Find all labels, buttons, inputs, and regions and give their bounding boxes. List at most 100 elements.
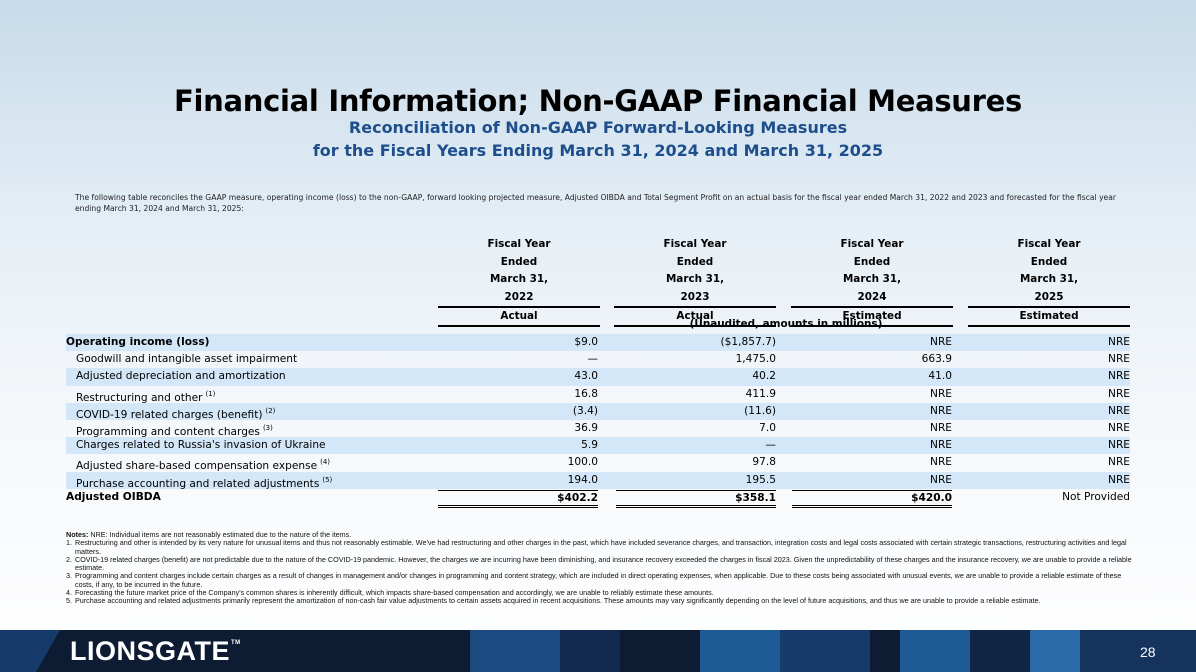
- cell-fy2022: (3.4): [572, 404, 598, 417]
- cell-fy2025: NRE: [1108, 421, 1130, 434]
- notes-text: NRE: Individual items are not reasonably…: [90, 530, 352, 539]
- cell-fy2025: NRE: [1108, 370, 1130, 383]
- unaudited-caption: (Unaudited, amounts in millions): [689, 318, 883, 330]
- reconciliation-table: Operating income (loss) $9.0 ($1,857.7) …: [66, 334, 1130, 508]
- cell-fy2025: NRE: [1108, 456, 1130, 469]
- cell-fy2023: 195.5: [745, 473, 776, 486]
- column-header-line3: March 31,: [489, 273, 549, 285]
- table-row: Adjusted depreciation and amortization 4…: [66, 368, 1130, 386]
- logo-trademark: TM: [231, 640, 241, 646]
- footnote: 3. Programming and content charges includ…: [66, 572, 1136, 589]
- cell-fy2024: 41.0: [928, 370, 952, 383]
- row-label: Goodwill and intangible asset impairment: [76, 353, 298, 366]
- footer-stripe: [700, 630, 780, 672]
- column-header-line3: March 31,: [842, 273, 902, 285]
- footnote-marker: (2): [265, 406, 276, 415]
- table-row: Programming and content charges (3) 36.9 …: [66, 420, 1130, 438]
- column-header-year: 2023: [614, 289, 776, 308]
- cell-fy2024: NRE: [930, 336, 952, 348]
- cell-fy2025: Not Provided: [1062, 490, 1130, 503]
- row-label-wrap: COVID-19 related charges (benefit) (2): [76, 403, 275, 424]
- column-header-basis: Estimated: [968, 308, 1130, 327]
- footer-stripe: [1030, 630, 1080, 672]
- row-label: Adjusted OIBDA: [66, 490, 161, 503]
- column-header-basis: Estimated: [791, 308, 953, 327]
- column-header-basis: Actual: [438, 308, 600, 327]
- column-header-line2: Ended: [676, 255, 714, 268]
- cell-fy2022: —: [587, 353, 598, 366]
- column-header-fy2023: Fiscal Year Ended March 31, 2023 Actual: [614, 236, 776, 327]
- footer-stripe: [1080, 630, 1196, 672]
- column-header-line1: Fiscal Year: [840, 238, 904, 250]
- page-subtitle-line1: Reconciliation of Non-GAAP Forward-Looki…: [348, 118, 848, 137]
- row-label: COVID-19 related charges (benefit): [76, 408, 263, 421]
- cell-fy2023: —: [765, 439, 776, 452]
- column-header-line3: March 31,: [665, 273, 725, 285]
- cell-fy2022: $9.0: [574, 336, 598, 348]
- cell-fy2024: 663.9: [921, 353, 952, 366]
- cell-fy2023: 411.9: [745, 387, 776, 400]
- footnote: 2. COVID-19 related charges (benefit) are…: [66, 554, 1136, 573]
- column-header-fy2022: Fiscal Year Ended March 31, 2022 Actual: [438, 236, 600, 327]
- row-label: Adjusted depreciation and amortization: [76, 370, 286, 383]
- footnote-text: Restructuring and other is intended by i…: [75, 538, 1127, 556]
- table-row: Restructuring and other (1) 16.8 411.9 NR…: [66, 386, 1130, 404]
- intro-paragraph: The following table reconciles the GAAP …: [75, 193, 1117, 213]
- footer-stripe: [970, 630, 1030, 672]
- lionsgate-logo: LIONSGATETM: [70, 636, 241, 667]
- column-header-line3: March 31,: [1019, 273, 1079, 285]
- footnote: 5. Purchase accounting and related adjust…: [66, 596, 1136, 606]
- cell-fy2025: NRE: [1108, 353, 1130, 366]
- row-label-wrap: Restructuring and other (1): [76, 386, 215, 407]
- cell-fy2022: 100.0: [567, 456, 598, 469]
- cell-fy2024: $420.0: [792, 489, 952, 508]
- table-row-total: Adjusted OIBDA $402.2 $358.1 $420.0 Not …: [66, 489, 1130, 508]
- column-header-year: 2024: [791, 289, 953, 308]
- cell-fy2023: (11.6): [744, 404, 776, 417]
- cell-fy2025: NRE: [1108, 473, 1130, 486]
- footnote: 1. Restructuring and other is intended by…: [66, 538, 1136, 556]
- row-label-wrap: Adjusted share-based compensation expens…: [76, 454, 330, 475]
- page-subtitle-line2: for the Fiscal Years Ending March 31, 20…: [312, 141, 884, 160]
- table-row: Adjusted share-based compensation expens…: [66, 454, 1130, 472]
- footnote-marker: (4): [320, 458, 331, 467]
- footnote: 4. Forecasting the future market price of…: [66, 588, 1136, 598]
- column-header-year: 2022: [438, 289, 600, 308]
- cell-fy2022: 36.9: [574, 421, 598, 434]
- cell-fy2024: NRE: [930, 421, 952, 434]
- row-label-wrap: Programming and content charges (3): [76, 420, 273, 441]
- column-header-line2: Ended: [1030, 255, 1068, 268]
- page-title: Financial Information; Non-GAAP Financia…: [174, 84, 1022, 118]
- footnote-number: 4.: [66, 588, 72, 598]
- column-header-fy2024: Fiscal Year Ended March 31, 2024 Estimat…: [791, 236, 953, 327]
- footer-stripe: [780, 630, 870, 672]
- footnote-text: Purchase accounting and related adjustme…: [75, 596, 1041, 606]
- row-label: Operating income (loss): [66, 336, 210, 348]
- cell-fy2022: $402.2: [438, 489, 598, 508]
- footnote-text: COVID-19 related charges (benefit) are n…: [75, 554, 1132, 573]
- cell-fy2023: 7.0: [759, 421, 776, 434]
- row-label: Restructuring and other: [76, 391, 203, 404]
- footer-band: [0, 630, 1196, 672]
- row-label-wrap: Purchase accounting and related adjustme…: [76, 472, 332, 493]
- footnote-marker: (3): [262, 423, 273, 432]
- table-row: Charges related to Russia's invasion of …: [66, 437, 1130, 455]
- column-header-line1: Fiscal Year: [487, 238, 551, 250]
- cell-fy2022: 5.9: [581, 439, 598, 452]
- cell-fy2025: NRE: [1108, 404, 1130, 417]
- footnote-number: 3.: [66, 571, 72, 581]
- column-header-line2: Ended: [853, 255, 891, 268]
- row-label: Charges related to Russia's invasion of …: [76, 439, 326, 452]
- column-header-year: 2025: [968, 289, 1130, 308]
- row-label: Programming and content charges: [76, 425, 260, 438]
- footnote-marker: (1): [205, 389, 216, 398]
- table-row: Operating income (loss) $9.0 ($1,857.7) …: [66, 334, 1130, 352]
- column-header-line1: Fiscal Year: [663, 238, 727, 250]
- footnote-number: 1.: [66, 538, 72, 548]
- row-label: Purchase accounting and related adjustme…: [76, 477, 320, 490]
- cell-fy2025: NRE: [1108, 439, 1130, 452]
- notes-intro: Notes: NRE: Individual items are not rea…: [66, 530, 1136, 539]
- cell-fy2022: 194.0: [567, 473, 598, 486]
- cell-fy2024: NRE: [930, 473, 952, 486]
- cell-fy2025: NRE: [1108, 387, 1130, 400]
